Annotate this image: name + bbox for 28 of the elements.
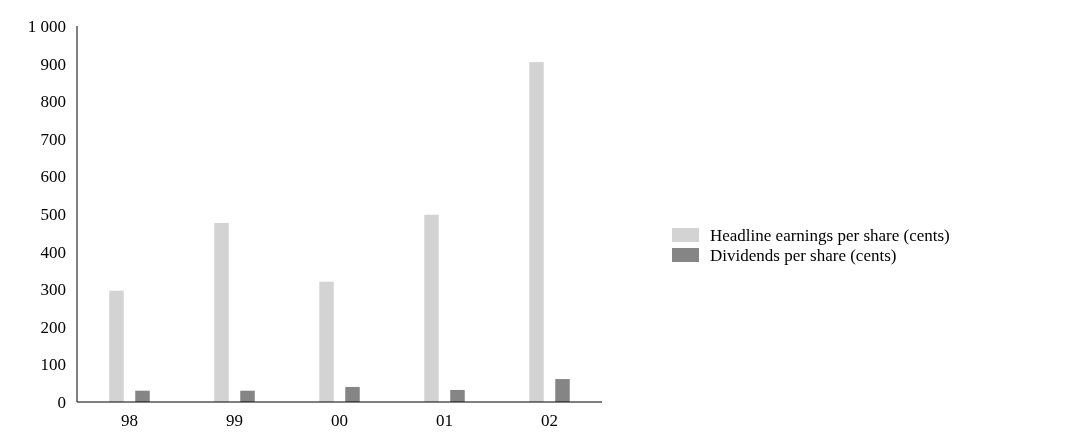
bar (109, 290, 124, 402)
y-tick-label: 800 (40, 92, 66, 112)
x-tick-label: 02 (541, 411, 558, 430)
y-tick-label: 700 (40, 129, 66, 149)
legend-label: Dividends per share (cents) (710, 246, 897, 265)
bar (555, 379, 570, 402)
bar (529, 62, 544, 402)
bar (345, 386, 360, 402)
x-tick-label: 99 (226, 411, 243, 430)
bar (424, 214, 439, 402)
bar (214, 223, 229, 402)
x-tick-label: 00 (331, 411, 348, 430)
x-tick-label: 01 (436, 411, 453, 430)
bar (450, 389, 465, 402)
bar (240, 390, 255, 402)
y-tick-label: 200 (40, 317, 66, 337)
y-tick-label: 400 (40, 242, 66, 262)
y-tick-label: 600 (40, 167, 66, 187)
y-tick-label: 900 (40, 54, 66, 74)
y-tick-label: 100 (40, 355, 66, 375)
y-tick-label: 300 (40, 280, 66, 300)
legend-label: Headline earnings per share (cents) (710, 226, 950, 245)
bar (319, 281, 334, 402)
y-tick-label: 500 (40, 204, 66, 224)
y-tick-label: 1 000 (27, 16, 66, 36)
bar (135, 390, 150, 402)
y-tick-label: 0 (57, 392, 66, 412)
x-tick-label: 98 (121, 411, 138, 430)
